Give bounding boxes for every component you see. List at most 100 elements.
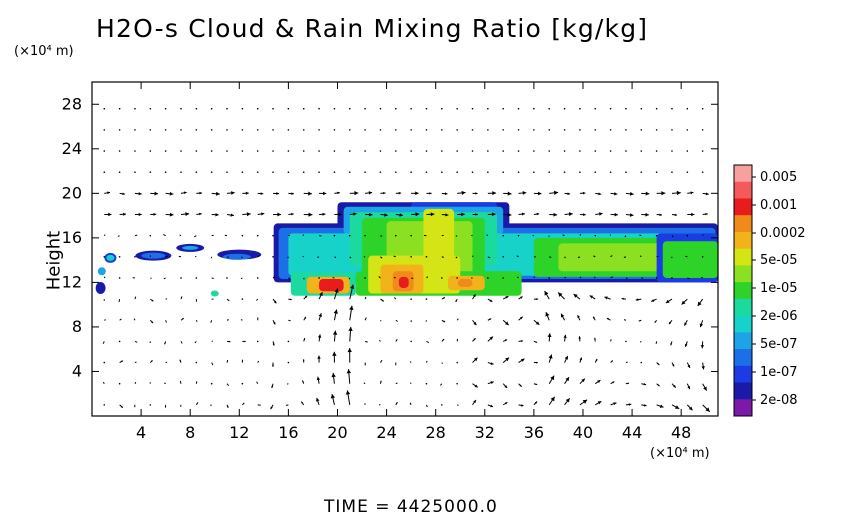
wind-dot bbox=[671, 150, 673, 152]
wind-arrow bbox=[393, 276, 396, 279]
x-tick-label: 24 bbox=[376, 423, 396, 442]
wind-dot bbox=[609, 171, 612, 173]
wind-arrow bbox=[426, 404, 428, 408]
wind-arrowhead bbox=[316, 397, 320, 402]
wind-arrowhead bbox=[687, 364, 691, 368]
wind-arrowhead bbox=[150, 360, 153, 362]
wind-arrowhead bbox=[606, 318, 610, 321]
wind-arrowhead bbox=[505, 357, 510, 362]
wind-arrow bbox=[426, 340, 430, 344]
wind-arrow bbox=[487, 256, 491, 259]
wind-arrow bbox=[287, 256, 289, 259]
wind-dot bbox=[701, 129, 704, 131]
wind-dot bbox=[149, 404, 152, 406]
wind-arrow bbox=[378, 276, 381, 279]
wind-dot bbox=[210, 382, 213, 385]
wind-arrowhead bbox=[563, 334, 567, 339]
wind-arrowhead bbox=[659, 404, 664, 408]
colorbar-swatch bbox=[734, 282, 752, 300]
wind-arrowhead bbox=[644, 404, 647, 407]
wind-dot bbox=[579, 150, 581, 152]
wind-arrowhead bbox=[507, 212, 512, 217]
wind-arrowhead bbox=[645, 212, 649, 217]
wind-arrowhead bbox=[164, 342, 166, 345]
wind-arrow bbox=[440, 383, 443, 386]
wind-dot bbox=[333, 129, 336, 131]
wind-arrowhead bbox=[345, 390, 351, 395]
wind-dot bbox=[149, 171, 152, 173]
wind-dot bbox=[425, 107, 428, 110]
wind-dot bbox=[671, 107, 673, 110]
wind-dot bbox=[701, 107, 704, 110]
wind-arrowhead bbox=[276, 192, 279, 195]
wind-arrowhead bbox=[537, 191, 542, 196]
wind-dot bbox=[379, 107, 382, 110]
wind-arrowhead bbox=[346, 369, 352, 374]
wind-dot bbox=[487, 150, 489, 152]
wind-arrowhead bbox=[330, 394, 336, 399]
wind-dot bbox=[333, 171, 336, 173]
wind-arrowhead bbox=[384, 213, 388, 217]
wind-arrow bbox=[240, 319, 243, 321]
x-tick-label: 44 bbox=[622, 423, 642, 442]
wind-dot bbox=[118, 107, 121, 110]
wind-dot bbox=[103, 255, 106, 258]
wind-dot bbox=[195, 150, 198, 152]
wind-arrowhead bbox=[520, 296, 523, 299]
y-axis-unit: (×10⁴ m) bbox=[14, 44, 74, 59]
wind-arrowhead bbox=[474, 357, 478, 362]
wind-arrow bbox=[623, 319, 627, 321]
wind-arrowhead bbox=[701, 366, 705, 370]
wind-arrow bbox=[409, 402, 412, 406]
x-tick-label: 4 bbox=[136, 423, 146, 442]
time-label: TIME = 4425000.0 bbox=[324, 497, 498, 517]
wind-dot bbox=[456, 382, 458, 385]
wind-dot bbox=[103, 129, 106, 131]
wind-arrowhead bbox=[568, 212, 573, 217]
wind-arrowhead bbox=[681, 300, 686, 305]
wind-arrowhead bbox=[120, 360, 123, 363]
wind-arrow bbox=[195, 320, 198, 322]
wind-arrow bbox=[210, 404, 212, 406]
wind-arrowhead bbox=[536, 298, 539, 301]
wind-dot bbox=[701, 255, 704, 258]
wind-arrowhead bbox=[445, 213, 449, 217]
wind-arrowhead bbox=[383, 191, 386, 195]
wind-dot bbox=[471, 129, 474, 131]
wind-arrowhead bbox=[302, 380, 304, 383]
wind-arrow bbox=[102, 381, 105, 384]
wind-dot bbox=[180, 129, 182, 131]
wind-arrowhead bbox=[475, 213, 478, 216]
wind-dot bbox=[333, 150, 336, 152]
wind-arrowhead bbox=[668, 321, 672, 325]
colorbar-label: 1e-05 bbox=[760, 281, 798, 296]
wind-arrowhead bbox=[169, 191, 174, 196]
wind-arrowhead bbox=[334, 288, 339, 293]
wind-arrowhead bbox=[659, 213, 663, 217]
plot-frame bbox=[91, 81, 719, 417]
wind-arrow bbox=[163, 277, 166, 280]
wind-arrowhead bbox=[604, 296, 608, 300]
wind-dot bbox=[701, 171, 704, 173]
wind-dot bbox=[241, 150, 244, 152]
wind-dot bbox=[410, 340, 412, 343]
wind-dot bbox=[195, 171, 198, 173]
wind-arrowhead bbox=[231, 191, 235, 195]
wind-arrow bbox=[118, 298, 121, 303]
wind-arrowhead bbox=[443, 297, 445, 299]
wind-arrow bbox=[564, 256, 566, 259]
wind-arrowhead bbox=[122, 192, 125, 196]
wind-dot bbox=[103, 171, 106, 173]
wind-arrowhead bbox=[473, 399, 476, 404]
wind-arrow bbox=[516, 255, 519, 258]
wind-dot bbox=[348, 129, 351, 131]
y-tick-label: 28 bbox=[62, 94, 82, 113]
x-tick-label: 36 bbox=[524, 423, 544, 442]
wind-arrowhead bbox=[492, 191, 497, 196]
wind-arrowhead bbox=[302, 359, 305, 361]
wind-arrow bbox=[103, 276, 106, 279]
wind-arrow bbox=[257, 255, 260, 258]
wind-arrow bbox=[226, 256, 230, 258]
wind-arrow bbox=[240, 277, 243, 280]
